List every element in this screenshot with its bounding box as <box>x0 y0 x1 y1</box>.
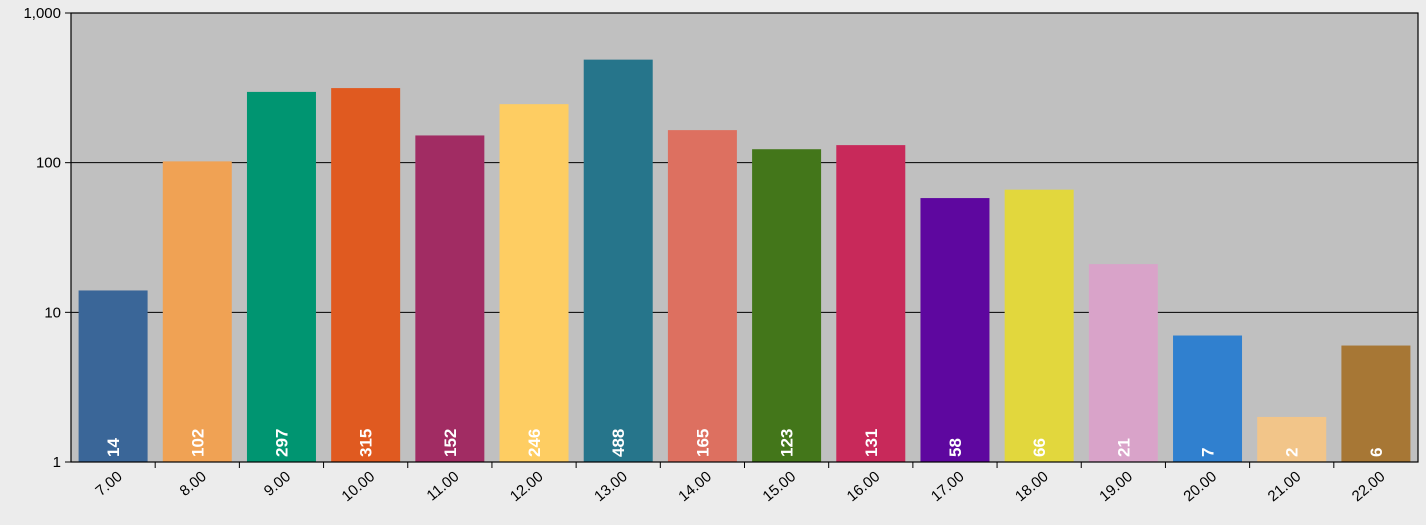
x-tick-label: 9.00 <box>261 468 294 500</box>
bar <box>1341 345 1411 462</box>
bar <box>1004 189 1074 462</box>
bar-value-label: 6 <box>1367 448 1386 457</box>
bar <box>246 91 316 463</box>
bar <box>667 130 737 462</box>
x-tick-label: 20.00 <box>1180 468 1220 505</box>
bar-value-label: 14 <box>104 438 123 457</box>
bar <box>1257 416 1327 462</box>
bar-value-label: 131 <box>862 429 881 457</box>
x-tick-label: 7.00 <box>92 468 125 500</box>
bar-value-label: 488 <box>609 429 628 457</box>
data-labels: 14 102 297 315 152 246 488 165 123 131 58 66 21 7 2 6 <box>104 429 1386 457</box>
x-tick-label: 10.00 <box>339 468 379 505</box>
bar-value-label: 123 <box>778 429 797 457</box>
bar-value-label: 2 <box>1283 448 1302 457</box>
y-tick-label: 1 <box>53 454 61 471</box>
bar <box>499 104 569 463</box>
bar-value-label: 315 <box>357 429 376 457</box>
bar <box>1088 264 1158 462</box>
y-tick-label: 1,000 <box>23 5 61 22</box>
x-axis: 7.00 8.00 9.00 10.00 11.00 12.00 13.00 14.00 15.… <box>92 462 1388 505</box>
bar-value-label: 246 <box>525 429 544 457</box>
x-tick-label: 18.00 <box>1012 468 1052 505</box>
bar-value-label: 58 <box>946 438 965 457</box>
bar-value-label: 66 <box>1030 438 1049 457</box>
bar <box>162 161 232 462</box>
bar <box>331 88 401 463</box>
bar-value-label: 297 <box>272 429 291 457</box>
x-tick-label: 17.00 <box>928 468 968 505</box>
x-tick-label: 13.00 <box>591 468 631 505</box>
bar <box>836 145 906 463</box>
bar <box>1173 335 1243 462</box>
x-tick-label: 16.00 <box>844 468 884 505</box>
bar-value-label: 7 <box>1199 448 1218 457</box>
bar <box>415 135 485 462</box>
y-axis: 1 10 100 1,000 <box>23 5 71 471</box>
bar-value-label: 102 <box>188 429 207 457</box>
x-tick-label: 15.00 <box>759 468 799 505</box>
bar <box>78 290 148 462</box>
bar <box>920 198 990 462</box>
bar-value-label: 165 <box>693 429 712 457</box>
x-tick-label: 19.00 <box>1096 468 1136 505</box>
y-tick-label: 100 <box>36 155 61 172</box>
bar-value-label: 21 <box>1114 438 1133 457</box>
x-tick-label: 12.00 <box>507 468 547 505</box>
x-tick-label: 8.00 <box>177 468 210 500</box>
x-tick-label: 14.00 <box>675 468 715 505</box>
bar-value-label: 152 <box>441 429 460 457</box>
x-tick-label: 22.00 <box>1349 468 1389 505</box>
bar <box>752 149 822 462</box>
y-tick-label: 10 <box>44 304 61 321</box>
bar <box>583 59 653 462</box>
x-tick-label: 11.00 <box>424 468 463 504</box>
x-tick-label: 21.00 <box>1265 468 1305 505</box>
bars <box>78 59 1411 463</box>
